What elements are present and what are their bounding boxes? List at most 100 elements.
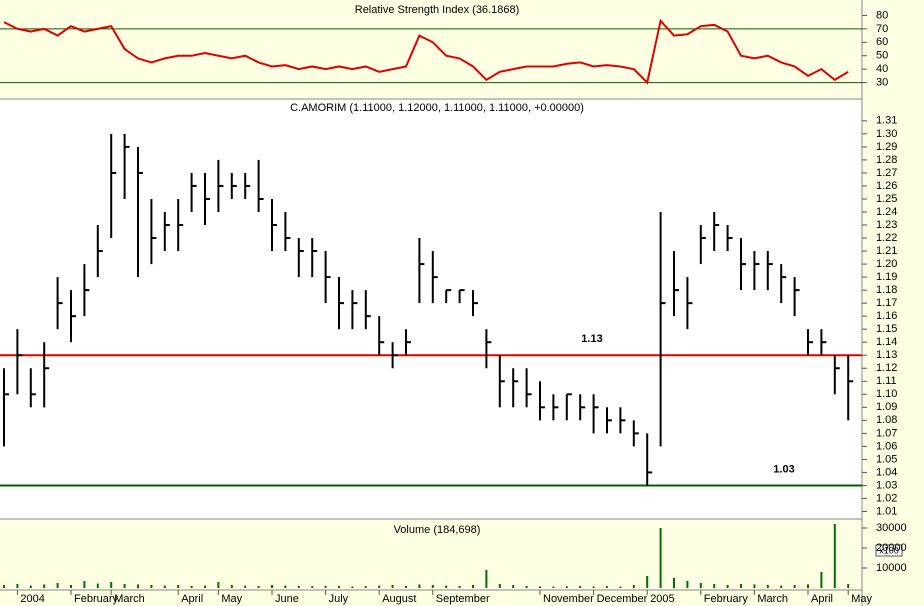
x-tick-label: June — [275, 593, 299, 605]
y-tick-label: 20000 — [876, 542, 907, 554]
volume-bar — [512, 585, 515, 588]
y-tick-label: 70 — [876, 23, 888, 35]
volume-bar — [619, 586, 622, 588]
volume-bar — [472, 585, 474, 588]
y-tick-label: 30 — [876, 76, 888, 88]
y-tick-label: 80 — [876, 9, 888, 21]
y-tick-label: 1.16 — [876, 310, 897, 322]
x-tick-label: 2004 — [20, 593, 44, 605]
volume-bar — [807, 584, 809, 588]
volume-bar — [311, 586, 314, 588]
x-tick-label: July — [329, 593, 349, 605]
unit-box — [875, 544, 903, 557]
x-tick-label: December — [597, 593, 648, 605]
volume-bar — [391, 585, 394, 588]
volume-bar — [137, 584, 139, 588]
volume-bar — [525, 586, 528, 588]
rsi-line — [3, 18, 849, 85]
price-panel — [0, 99, 862, 519]
y-tick-label: 1.24 — [876, 206, 897, 218]
volume-bar — [833, 524, 836, 588]
volume-bar — [431, 585, 434, 588]
y-tick-label: 1.07 — [876, 427, 897, 439]
y-tick-label: 1.15 — [876, 323, 897, 335]
volume-bar — [673, 578, 675, 588]
volume-bar — [713, 584, 716, 588]
volume-bar — [110, 582, 113, 588]
reference-label: 1.13 — [581, 333, 602, 345]
x-tick-label: February — [704, 593, 749, 605]
y-tick-label: 1.28 — [876, 154, 897, 166]
y-tick-label: 1.30 — [876, 128, 897, 140]
volume-bar — [646, 576, 649, 588]
volume-bar — [766, 585, 769, 588]
y-tick-label: 1.08 — [876, 414, 897, 426]
y-tick-label: 1.05 — [876, 453, 897, 465]
volume-bar — [338, 586, 340, 588]
y-tick-label: 1.02 — [876, 492, 897, 504]
y-tick-label: 1.03 — [876, 479, 897, 491]
y-tick-label: 1.21 — [876, 245, 897, 257]
volume-bar — [150, 585, 153, 588]
volume-bar — [552, 586, 555, 588]
volume-bar — [445, 585, 448, 588]
volume-bar — [324, 585, 327, 588]
reference-label: 1.03 — [773, 463, 794, 475]
volume-bar — [217, 582, 220, 588]
x-tick-label: March — [757, 593, 788, 605]
y-tick-label: 1.13 — [876, 349, 897, 361]
volume-bar — [244, 585, 247, 588]
volume-bar — [284, 585, 287, 588]
y-tick-label: 50 — [876, 50, 888, 62]
volume-bar — [163, 585, 166, 588]
x-tick-label: November — [543, 593, 594, 605]
y-tick-label: 1.12 — [876, 362, 897, 374]
volume-bar — [29, 585, 32, 588]
volume-bar — [418, 584, 421, 588]
y-tick-label: 1.23 — [876, 219, 897, 231]
y-tick-label: 1.27 — [876, 167, 897, 179]
volume-bar — [204, 585, 206, 588]
rsi-title: Relative Strength Index (36.1868) — [355, 4, 520, 16]
y-tick-label: 40 — [876, 63, 888, 75]
volume-bar — [753, 584, 756, 588]
volume-bar — [686, 581, 689, 588]
x-tick-label: September — [436, 593, 490, 605]
y-tick-label: 1.09 — [876, 401, 897, 413]
x-tick-label: May — [221, 593, 242, 605]
y-tick-label: 1.19 — [876, 271, 897, 283]
volume-bar — [579, 586, 582, 588]
y-tick-label: 1.29 — [876, 141, 897, 153]
y-tick-label: 1.14 — [876, 336, 897, 348]
volume-bar — [96, 583, 99, 588]
volume-bar — [83, 581, 86, 588]
volume-bar — [539, 586, 541, 588]
volume-bar — [177, 585, 180, 588]
volume-bar — [632, 585, 635, 588]
y-tick-label: 1.22 — [876, 232, 897, 244]
volume-bar — [378, 585, 381, 588]
volume-bar — [405, 586, 407, 588]
volume-bar — [271, 585, 273, 588]
volume-bar — [56, 583, 59, 588]
volume-bar — [16, 584, 19, 588]
y-tick-label: 10000 — [876, 562, 907, 574]
volume-bar — [565, 586, 568, 588]
volume-bar — [847, 584, 850, 588]
x-tick-label: February — [74, 593, 119, 605]
volume-bar — [351, 586, 354, 588]
y-tick-label: 1.18 — [876, 284, 897, 296]
y-tick-label: 1.31 — [876, 115, 897, 127]
volume-bar — [780, 585, 783, 588]
unit-label: x100 — [879, 545, 899, 555]
volume-title: Volume (184,698) — [394, 524, 481, 536]
volume-bar — [699, 583, 702, 588]
x-tick-label: April — [181, 593, 203, 605]
volume-bar — [485, 570, 488, 588]
volume-bar — [257, 586, 260, 588]
y-tick-label: 60 — [876, 36, 888, 48]
y-tick-label: 1.11 — [876, 375, 897, 387]
volume-bar — [820, 572, 823, 588]
volume-bar — [43, 584, 46, 588]
